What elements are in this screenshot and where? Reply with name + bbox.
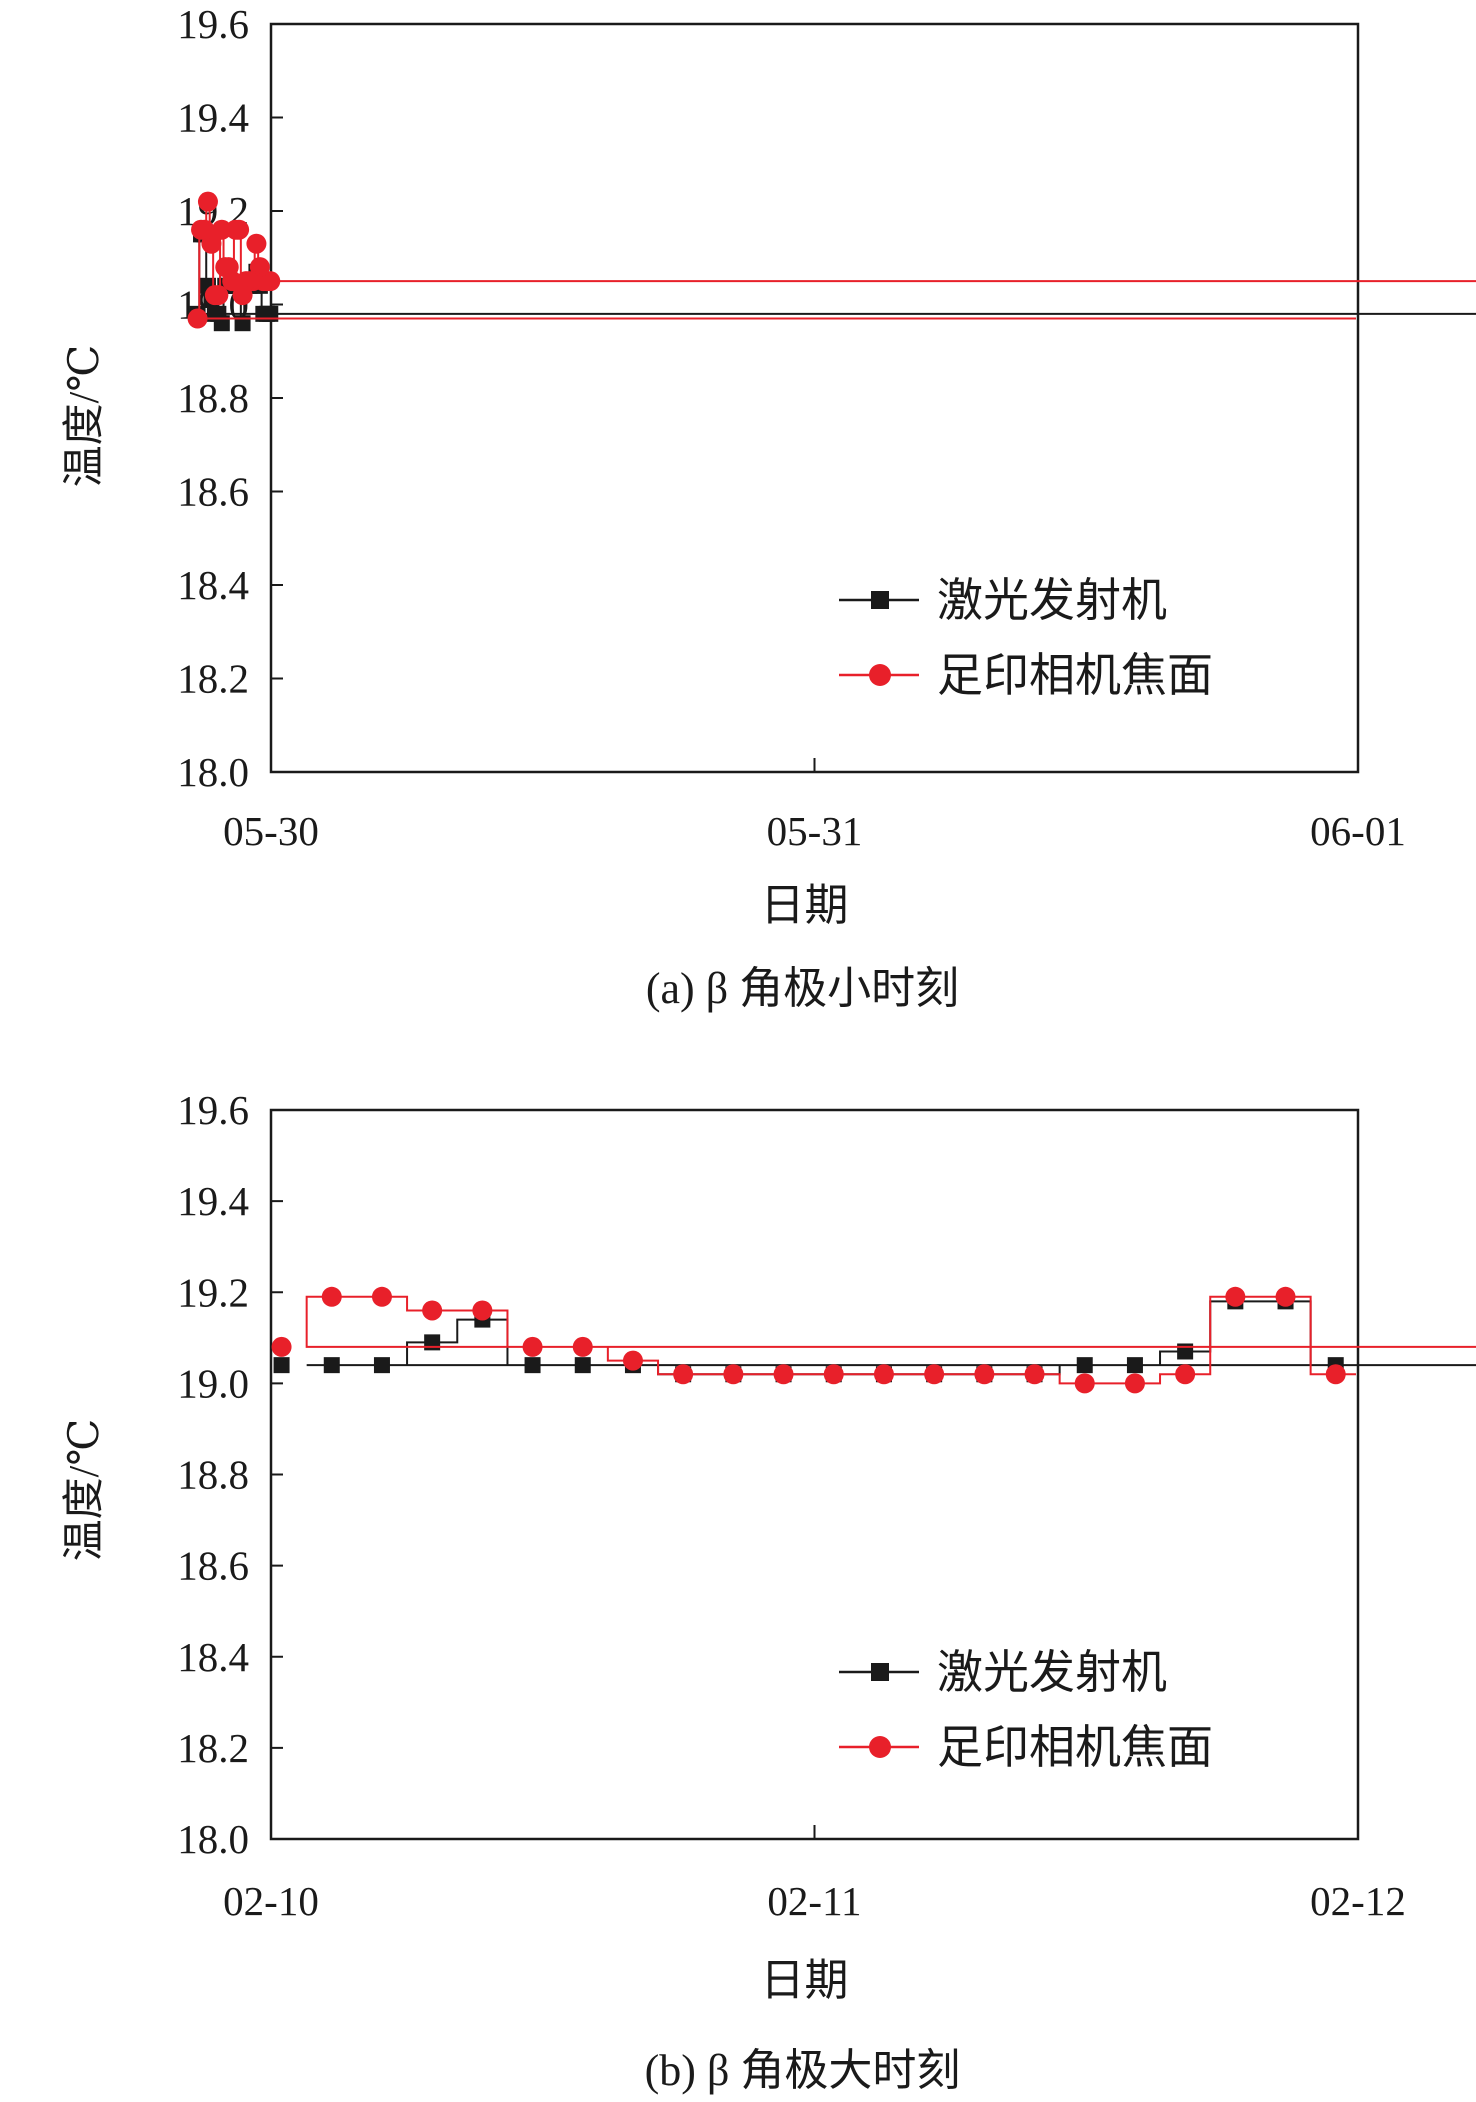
data-point-circle (1124, 1373, 1145, 1394)
legend-entry: 足印相机焦面 (839, 1722, 1213, 1773)
data-point-circle (1024, 1364, 1045, 1385)
data-point-circle (191, 219, 212, 240)
data-point-square (524, 1357, 541, 1374)
data-point-circle (321, 1286, 342, 1307)
data-point-circle (873, 1364, 894, 1385)
y-tick-label: 18.6 (177, 1543, 249, 1589)
y-tick-label: 18.2 (177, 656, 249, 702)
legend-square-icon (871, 1663, 889, 1681)
legend-entry: 足印相机焦面 (839, 650, 1213, 701)
y-tick-label: 18.0 (177, 1816, 249, 1862)
y-tick-label: 18.8 (177, 375, 249, 421)
data-point-circle (422, 1300, 443, 1321)
data-point-circle (246, 233, 267, 254)
data-point-circle (211, 219, 232, 240)
data-point-circle (522, 1336, 543, 1357)
data-point-circle (204, 285, 225, 306)
data-point-circle (773, 1364, 794, 1385)
y-tick-label: 18.0 (177, 749, 249, 795)
x-tick-label: 02-11 (767, 1878, 861, 1924)
legend-entry: 激光发射机 (839, 575, 1167, 626)
x-tick-label: 05-30 (223, 808, 319, 854)
data-point-circle (823, 1364, 844, 1385)
data-point-square (1076, 1357, 1093, 1374)
data-point-circle (974, 1364, 995, 1385)
legend-square-icon (871, 591, 889, 609)
legend-entry: 激光发射机 (839, 1647, 1167, 1698)
chart-caption: (b) β 角极大时刻 (645, 2046, 961, 2095)
data-point-square (323, 1357, 340, 1374)
chart-b: 18.0 18.2 18.4 18.6 18.8 19.0 19.2 19.4 19.6 02-1… (62, 1087, 1476, 2095)
y-tick-label: 19.0 (177, 1360, 249, 1406)
x-tick-label: 06-01 (1310, 808, 1406, 854)
data-point-square (273, 1357, 290, 1374)
data-point-circle (924, 1364, 945, 1385)
y-axis-label: 温度/℃ (62, 1419, 108, 1562)
y-tick-label: 18.4 (177, 1634, 249, 1680)
data-point-circle (215, 257, 236, 278)
y-tick-label: 18.4 (177, 562, 249, 608)
x-axis-label: 日期 (761, 881, 849, 930)
y-tick-label: 19.4 (177, 1178, 249, 1224)
y-tick-label: 19.6 (177, 1087, 249, 1133)
legend-label: 激光发射机 (937, 575, 1167, 626)
y-tick-label: 18.2 (177, 1725, 249, 1771)
y-axis-label: 温度/℃ (62, 345, 108, 488)
y-tick-label: 19.4 (177, 95, 249, 141)
data-point-circle (572, 1336, 593, 1357)
x-tick-label: 05-31 (767, 808, 863, 854)
x-tick-label: 02-12 (1310, 1878, 1406, 1924)
data-point-circle (1225, 1286, 1246, 1307)
data-point-square (1126, 1357, 1143, 1374)
y-tick-label: 18.6 (177, 469, 249, 515)
chart-caption: (a) β 角极小时刻 (646, 964, 959, 1013)
legend-circle-icon (869, 1736, 891, 1758)
x-tick-label: 02-10 (223, 1878, 319, 1924)
data-point-square (574, 1357, 591, 1374)
data-point-circle (1074, 1373, 1095, 1394)
data-point-circle (1175, 1364, 1196, 1385)
x-axis-label: 日期 (761, 1956, 849, 2005)
chart-a: 18.018.218.418.618.819.019.219.419.605-3… (62, 1, 1476, 1013)
data-point-square (373, 1357, 390, 1374)
data-point-circle (622, 1350, 643, 1371)
data-point-square (424, 1334, 441, 1351)
data-point-square (1177, 1343, 1194, 1360)
y-tick-label: 18.8 (177, 1452, 249, 1498)
data-point-circle (371, 1286, 392, 1307)
data-point-circle (673, 1364, 694, 1385)
data-point-circle (232, 285, 253, 306)
legend-label: 足印相机焦面 (937, 650, 1213, 701)
series-line-camera (198, 200, 1476, 320)
data-point-circle (225, 219, 246, 240)
data-point-circle (187, 308, 208, 329)
y-tick-label: 19.6 (177, 1, 249, 47)
data-point-circle (1275, 1286, 1296, 1307)
legend-label: 足印相机焦面 (937, 1722, 1213, 1773)
y-tick-label: 19.2 (177, 1269, 249, 1315)
data-point-circle (723, 1364, 744, 1385)
data-point-circle (1325, 1364, 1346, 1385)
data-point-circle (197, 191, 218, 212)
data-point-circle (472, 1300, 493, 1321)
legend-circle-icon (869, 664, 891, 686)
series-line-laser (198, 233, 1476, 325)
legend-label: 激光发射机 (937, 1647, 1167, 1698)
data-point-circle (271, 1336, 292, 1357)
